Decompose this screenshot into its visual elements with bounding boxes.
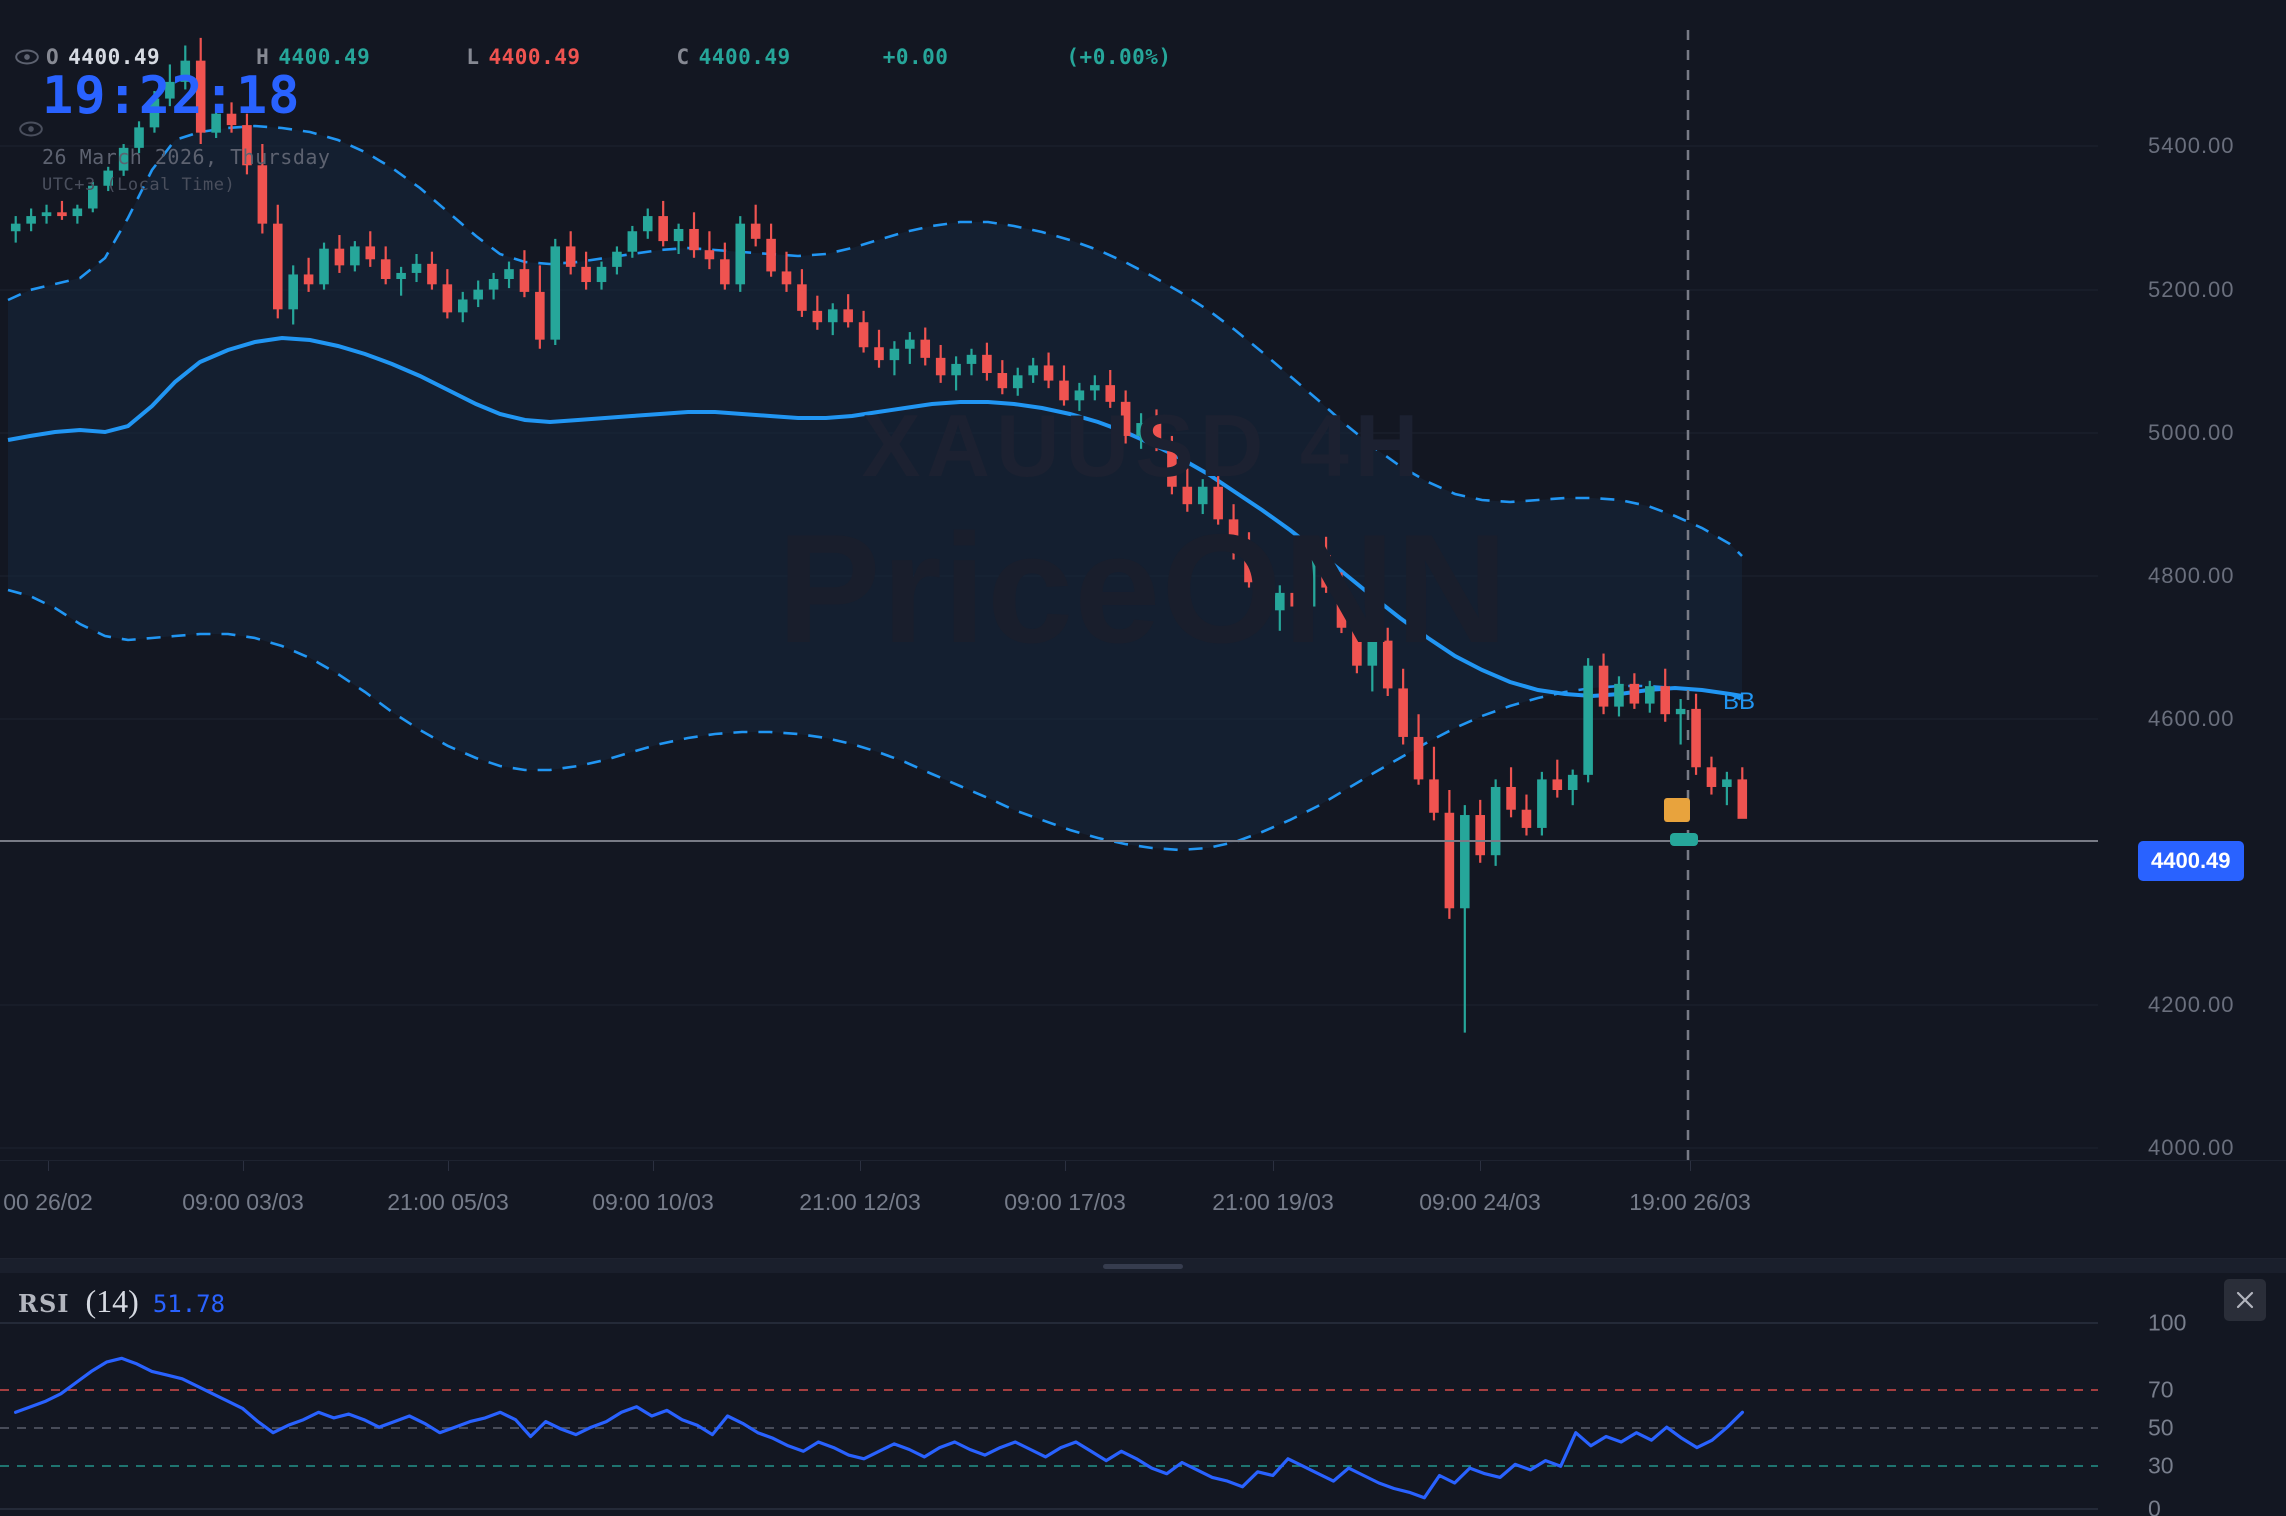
rsi-legend: RSI (14) 51.78 bbox=[18, 1283, 225, 1320]
time-tick-2: 21:00 05/03 bbox=[387, 1189, 509, 1215]
price-plot-svg bbox=[0, 124, 2098, 1149]
price-tick-4200: 4200.00 bbox=[2148, 992, 2235, 1017]
rsi-tick-0: 0 bbox=[2148, 1495, 2161, 1516]
rsi-line-series bbox=[14, 1356, 1744, 1500]
time-tick-1: 09:00 03/03 bbox=[182, 1189, 304, 1215]
price-tick-5200: 5200.00 bbox=[2148, 277, 2235, 302]
rsi-title: RSI bbox=[18, 1289, 70, 1318]
price-tick-4600: 4600.00 bbox=[2148, 706, 2235, 731]
rsi-tick-50: 50 bbox=[2148, 1414, 2174, 1441]
rsi-close-button[interactable] bbox=[2224, 1279, 2266, 1321]
time-tick-6: 21:00 19/03 bbox=[1212, 1189, 1334, 1215]
close-icon bbox=[2236, 1291, 2254, 1309]
bb-lower-line bbox=[7, 588, 1743, 852]
bb-upper-line bbox=[7, 124, 1743, 557]
bb-series-label: BB bbox=[1723, 688, 1756, 715]
time-axis[interactable]: 00 26/02 09:00 03/03 21:00 05/03 09:00 1… bbox=[0, 1160, 2286, 1258]
time-tick-7: 09:00 24/03 bbox=[1419, 1189, 1541, 1215]
time-tick-5: 09:00 17/03 bbox=[1004, 1189, 1126, 1215]
rsi-axis[interactable]: 100 70 50 30 0 bbox=[2098, 1273, 2286, 1516]
price-tick-5000: 5000.00 bbox=[2148, 420, 2235, 445]
rsi-panel-resize-handle[interactable] bbox=[0, 1259, 2286, 1273]
rsi-tick-100: 100 bbox=[2148, 1309, 2187, 1336]
rsi-indicator-panel[interactable]: RSI (14) 51.78 100 70 50 30 0 bbox=[0, 1258, 2286, 1516]
price-axis[interactable]: 5400.00 5200.00 5000.00 4800.00 4600.00 … bbox=[2098, 0, 2286, 1160]
time-tick-3: 09:00 10/03 bbox=[592, 1189, 714, 1215]
rsi-plot-area[interactable] bbox=[0, 1273, 2098, 1516]
price-tick-4000: 4000.00 bbox=[2148, 1135, 2235, 1160]
price-chart-panel[interactable]: XAUUSD 4H PriceONN BB O 4400.49 H 4400.49 … bbox=[0, 0, 2286, 1258]
time-tick-4: 21:00 12/03 bbox=[799, 1189, 921, 1215]
bb-band-fill bbox=[8, 126, 1742, 850]
price-tick-4800: 4800.00 bbox=[2148, 563, 2235, 588]
rsi-plot-svg bbox=[0, 1322, 2098, 1510]
rsi-period: (14) bbox=[85, 1283, 139, 1319]
candlestick-series bbox=[10, 37, 1748, 1033]
bb-middle-line bbox=[7, 335, 1743, 699]
price-tick-5400: 5400.00 bbox=[2148, 133, 2235, 158]
rsi-tick-70: 70 bbox=[2148, 1376, 2174, 1403]
rsi-tick-30: 30 bbox=[2148, 1452, 2174, 1479]
time-tick-0: 00 26/02 bbox=[3, 1189, 93, 1215]
current-price-badge: 4400.49 bbox=[2138, 841, 2244, 881]
time-tick-8: 19:00 26/03 bbox=[1629, 1189, 1751, 1215]
rsi-current-value: 51.78 bbox=[152, 1290, 226, 1318]
price-plot-area[interactable] bbox=[0, 0, 2098, 1160]
